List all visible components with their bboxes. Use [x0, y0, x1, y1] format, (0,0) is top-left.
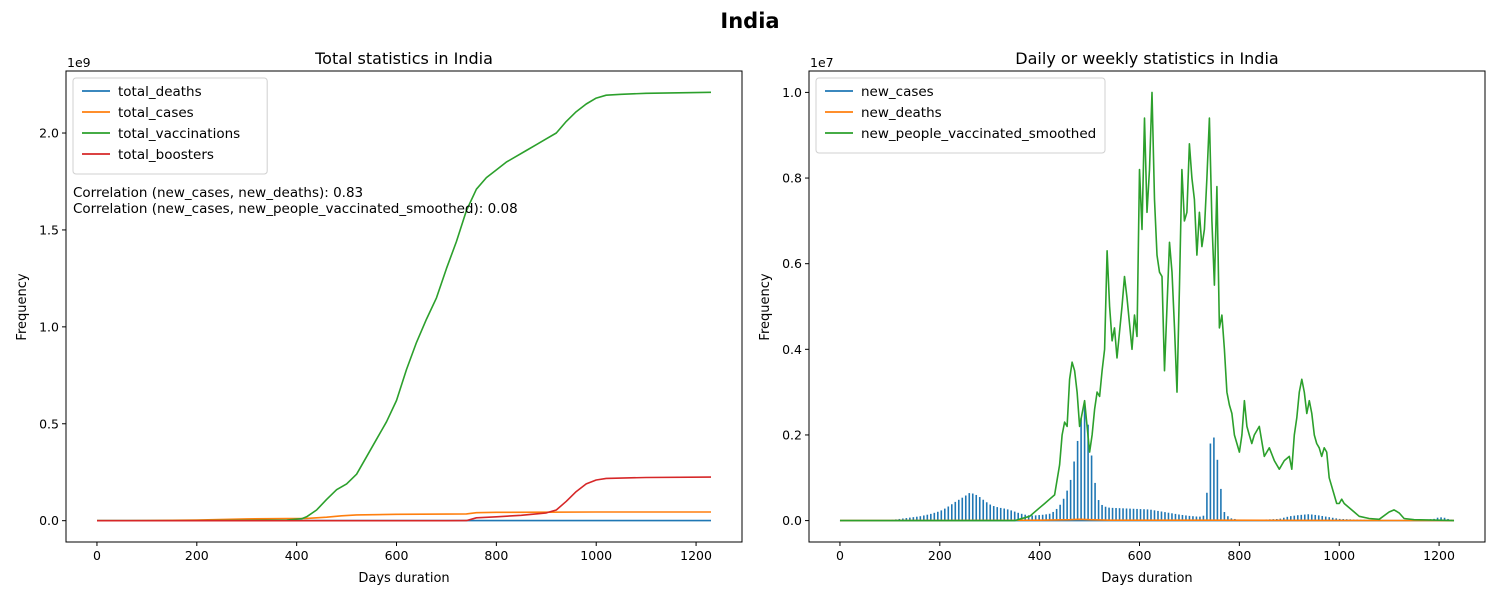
y-tick-label: 0.8 — [782, 171, 802, 186]
chart-total-statistics: Total statistics in India Days duration … — [15, 49, 742, 586]
legend-entry: total_deaths — [118, 84, 202, 100]
y-tick-label: 0.5 — [39, 416, 59, 431]
x-axis-label: Days duration — [1101, 571, 1192, 586]
y-tick-label: 0.4 — [782, 342, 802, 357]
series-new-cases — [840, 403, 1454, 521]
x-tick-label: 400 — [285, 548, 309, 563]
y-tick-label: 0.0 — [782, 513, 802, 528]
series-total-cases — [97, 512, 711, 521]
legend: new_cases new_deaths new_people_vaccinated… — [816, 78, 1105, 153]
y-offset-text: 1e7 — [810, 55, 834, 70]
legend-entry: total_cases — [118, 105, 194, 121]
x-tick-label: 200 — [928, 548, 952, 563]
x-tick-label: 600 — [1128, 548, 1152, 563]
x-tick-label: 400 — [1028, 548, 1052, 563]
x-tick-label: 800 — [1227, 548, 1251, 563]
y-tick-label: 1.5 — [39, 222, 59, 237]
y-tick-label: 0.6 — [782, 256, 802, 271]
legend-entry: new_people_vaccinated_smoothed — [861, 126, 1096, 142]
x-tick-label: 0 — [836, 548, 844, 563]
y-axis-label: Frequency — [758, 273, 773, 340]
legend-entry: new_deaths — [861, 105, 942, 121]
x-tick-label: 800 — [484, 548, 508, 563]
chart-daily-weekly-statistics: Daily or weekly statistics in India Days… — [758, 49, 1485, 586]
x-tick-label: 1200 — [680, 548, 712, 563]
legend-entry: total_boosters — [118, 147, 214, 163]
x-tick-label: 0 — [93, 548, 101, 563]
annotation-correlation-deaths: Correlation (new_cases, new_deaths): 0.8… — [73, 185, 363, 201]
chart-title: Total statistics in India — [314, 49, 493, 68]
legend-entry: total_vaccinations — [118, 126, 240, 142]
x-tick-label: 200 — [185, 548, 209, 563]
x-tick-label: 1000 — [580, 548, 612, 563]
y-offset-text: 1e9 — [67, 55, 91, 70]
y-axis-label: Frequency — [15, 273, 30, 340]
y-tick-label: 1.0 — [782, 85, 802, 100]
series-new-people-vaccinated-smoothed — [840, 92, 1454, 520]
legend-entry: new_cases — [861, 84, 934, 100]
y-tick-label: 1.0 — [39, 319, 59, 334]
x-tick-label: 1000 — [1323, 548, 1355, 563]
figure-title: India — [720, 9, 779, 33]
annotation-correlation-vaccinated: Correlation (new_cases, new_people_vacci… — [73, 201, 518, 217]
legend: total_deaths total_cases total_vaccination… — [73, 78, 267, 174]
chart-title: Daily or weekly statistics in India — [1015, 49, 1278, 68]
y-tick-label: 0.2 — [782, 427, 802, 442]
x-axis-label: Days duration — [358, 571, 449, 586]
x-tick-label: 1200 — [1423, 548, 1455, 563]
x-tick-label: 600 — [385, 548, 409, 563]
y-tick-label: 2.0 — [39, 126, 59, 141]
y-tick-label: 0.0 — [39, 513, 59, 528]
